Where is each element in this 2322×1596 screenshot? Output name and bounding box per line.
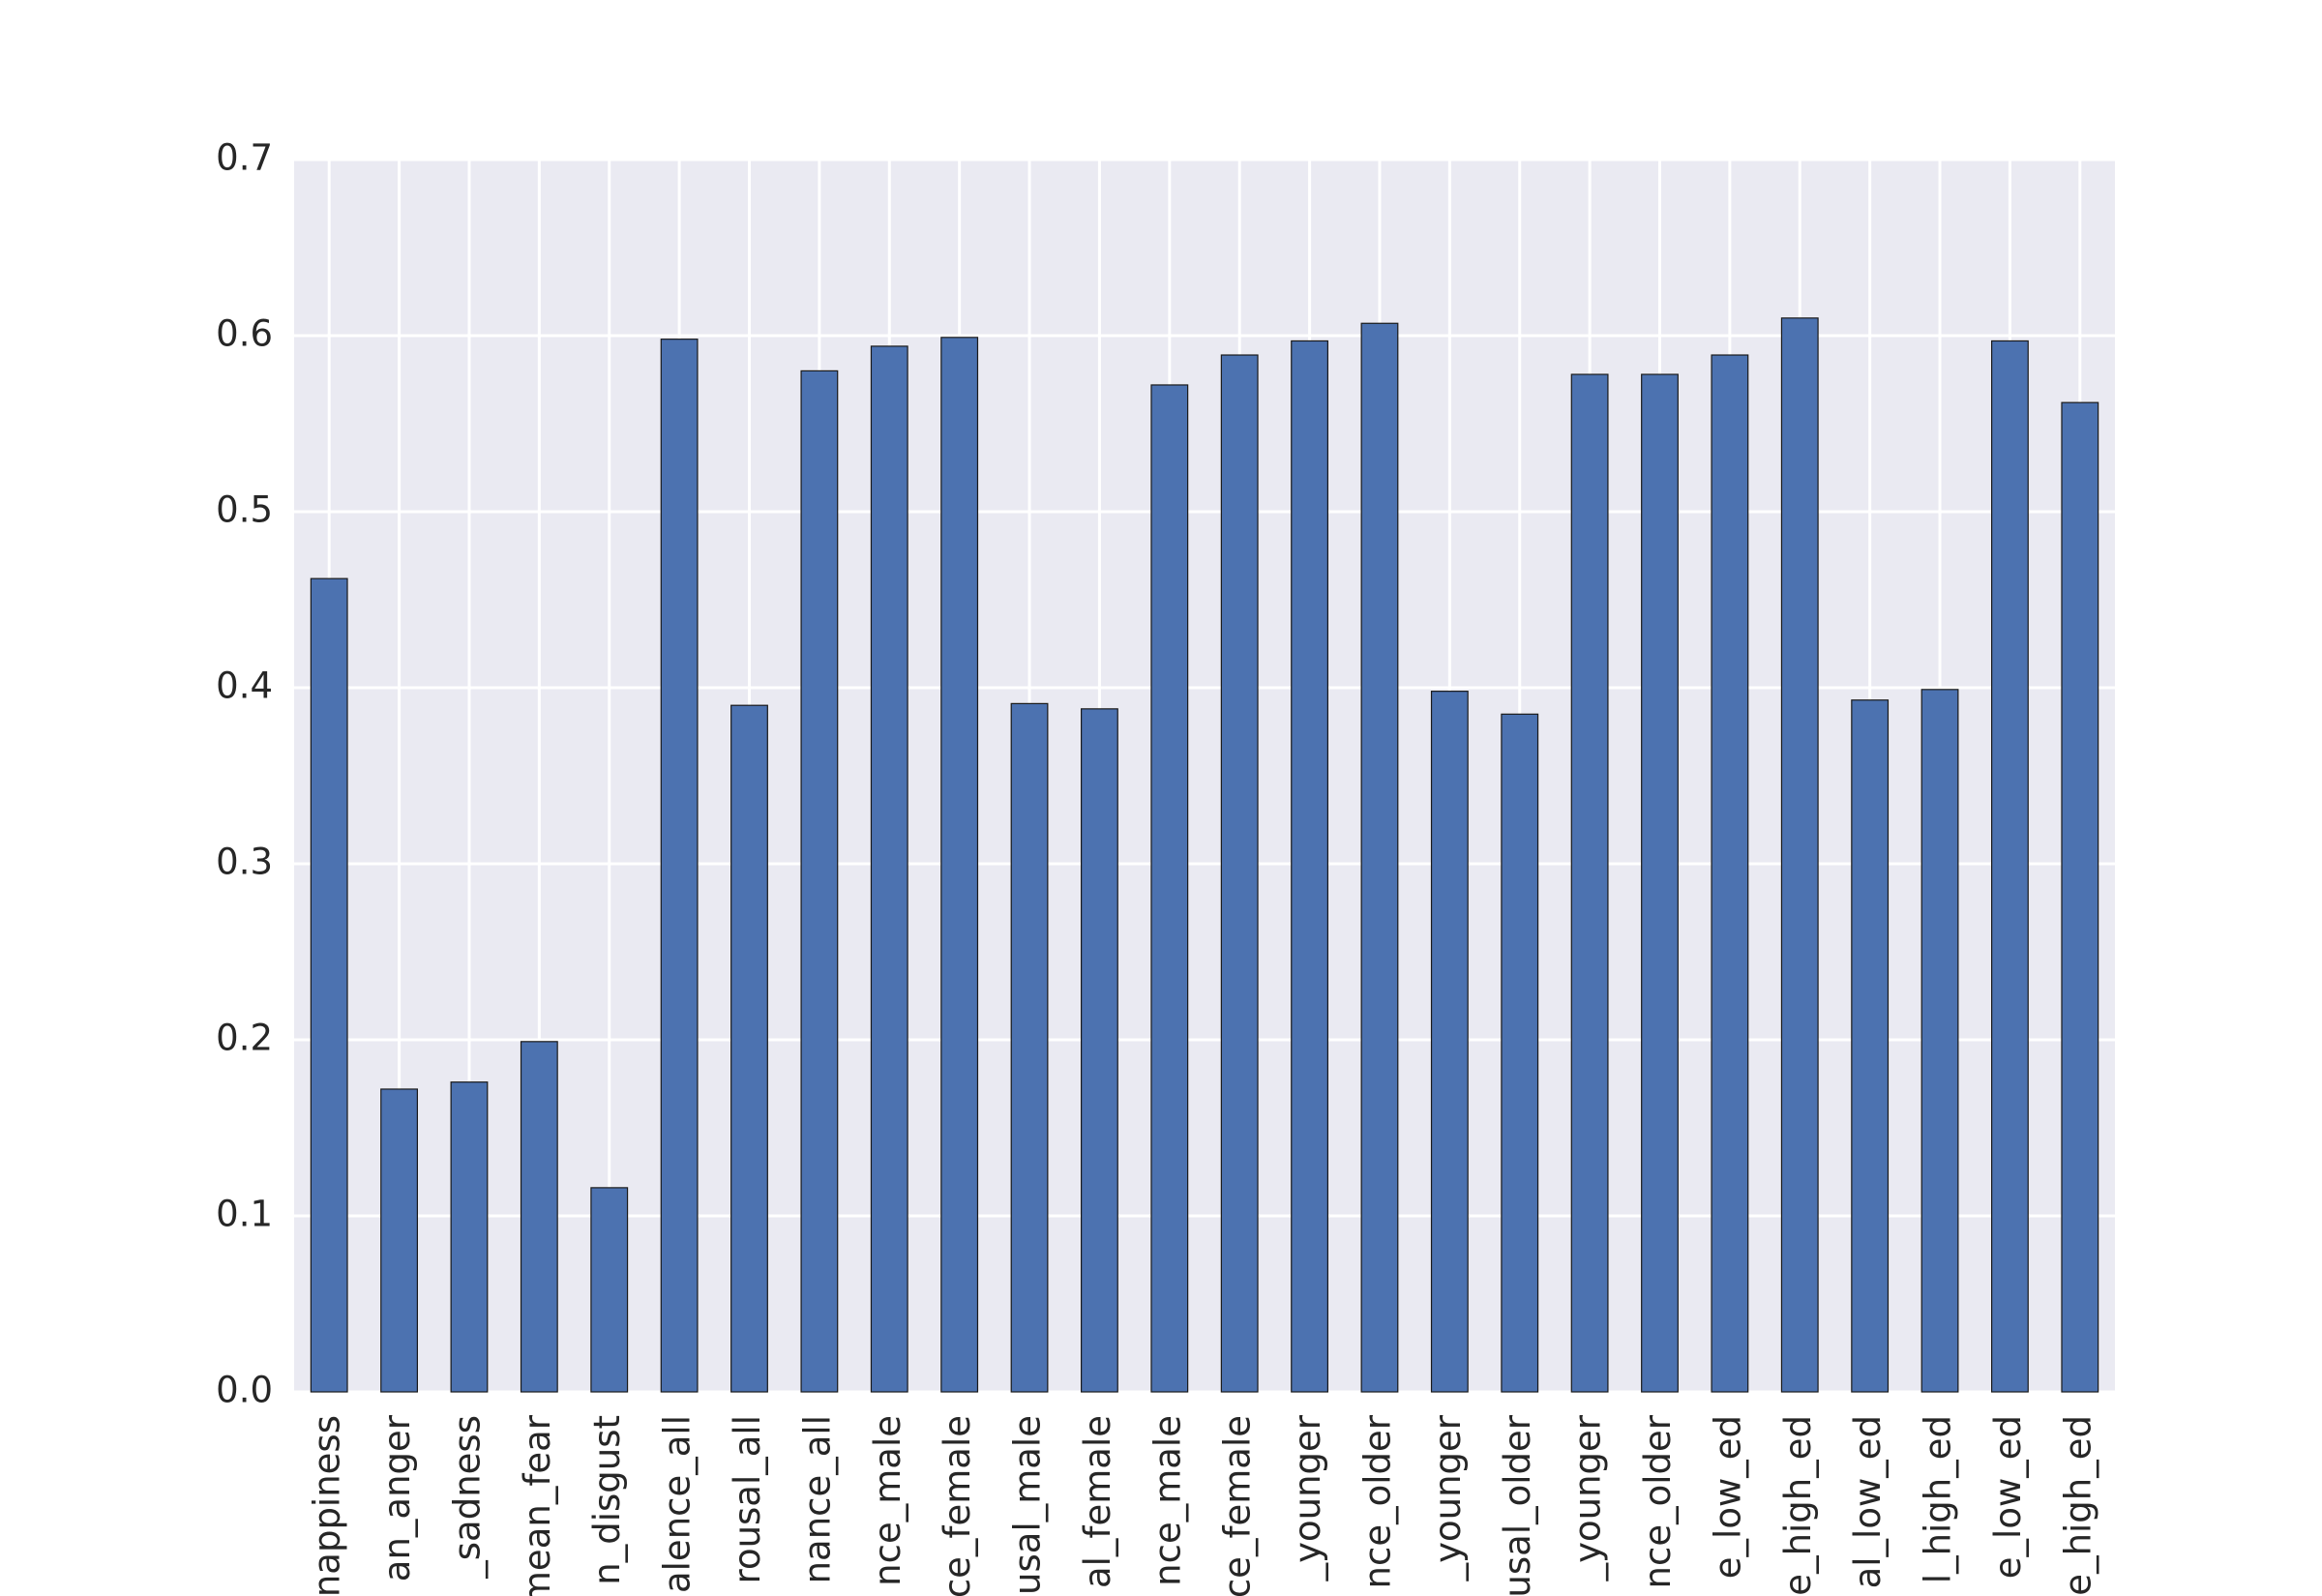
bar [450,1081,489,1393]
bar [1780,317,1819,1393]
bar [800,369,839,1393]
bar [660,339,699,1393]
y-tick-label: 0.0 [216,1370,273,1411]
bar [1081,708,1118,1393]
bar [1430,691,1469,1393]
y-tick-label: 0.2 [216,1018,273,1059]
bar [520,1041,558,1393]
x-tick-label: e_high_ed [2057,1415,2099,1596]
bar [1150,384,1189,1393]
bar [1851,699,1890,1393]
bar [940,337,979,1393]
bar [590,1187,629,1393]
bar [1641,373,1679,1393]
bar [1220,354,1259,1393]
y-tick-label: 0.6 [216,313,273,355]
bar [380,1088,418,1393]
bar [1570,373,1609,1393]
x-tick-label: al_female [1077,1415,1118,1588]
x-tick-label: e_low_ed [1987,1415,2029,1579]
x-tick-label: an_anger [376,1414,418,1581]
x-tick-label: l_high_ed [1918,1415,1959,1583]
x-tick-label: nce_older [1356,1414,1398,1588]
x-tick-label: _younger [1567,1414,1609,1581]
x-tick-label: e_high_ed [1777,1415,1819,1596]
y-tick-label: 0.7 [216,137,273,179]
x-tick-label: alence_all [657,1415,699,1593]
y-tick-label: 0.1 [216,1194,273,1235]
x-tick-label: nance_all [796,1415,838,1583]
plot-background [294,160,2115,1392]
x-tick-label: nce_male [1146,1415,1188,1586]
x-tick-label: nappiness [307,1415,348,1596]
bar [310,577,348,1393]
x-tick-label: _younger [1287,1414,1328,1581]
x-tick-label: e_low_ed [1707,1415,1748,1579]
bar [1711,354,1749,1393]
x-tick-label: nce_male [867,1415,908,1586]
x-tick-label: nce_older [1637,1414,1679,1588]
bar [1010,702,1049,1393]
bar [1991,340,2029,1393]
bar [1501,713,1539,1393]
x-tick-label: ce_female [1217,1415,1259,1596]
x-tick-label: mean_fear [517,1414,558,1596]
bar [1360,322,1399,1393]
x-tick-label: usal_older [1497,1414,1538,1596]
bar [2061,401,2099,1393]
x-tick-label: n_disgust [586,1415,628,1585]
bar [870,345,908,1393]
bar [730,704,768,1393]
x-tick-label: ce_female [937,1415,978,1596]
x-tick-label: _younger [1427,1414,1469,1581]
x-tick-label: _sadness [446,1415,488,1580]
y-tick-label: 0.3 [216,842,273,883]
bar [1920,689,1959,1393]
bar [1291,340,1328,1393]
x-tick-label: usal_male [1007,1415,1049,1595]
y-tick-label: 0.5 [216,489,273,531]
y-tick-label: 0.4 [216,665,273,707]
x-tick-label: al_low_ed [1847,1415,1889,1588]
x-tick-label: rousal_all [727,1415,768,1583]
